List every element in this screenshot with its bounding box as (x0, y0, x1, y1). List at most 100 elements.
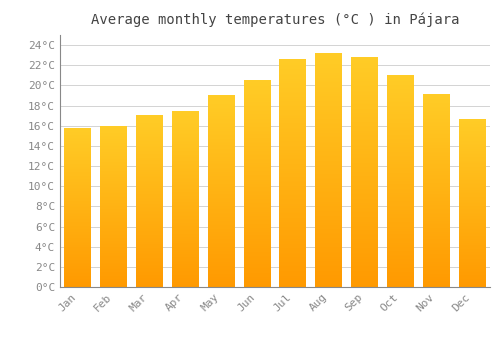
Bar (64, 244, 92, 245)
Bar (100, 183, 127, 184)
Bar (387, 175, 414, 176)
Bar (172, 161, 199, 162)
Bar (458, 203, 485, 204)
Bar (136, 205, 163, 206)
Bar (280, 135, 306, 137)
Bar (387, 277, 414, 279)
Bar (136, 282, 163, 283)
Bar (100, 271, 127, 272)
Bar (351, 197, 378, 198)
Bar (316, 166, 342, 168)
Bar (244, 217, 270, 218)
Bar (351, 114, 378, 116)
Bar (423, 271, 450, 272)
Bar (100, 246, 127, 247)
Bar (64, 268, 92, 270)
Bar (423, 120, 450, 121)
Bar (280, 75, 306, 76)
Bar (244, 207, 270, 209)
Bar (316, 67, 342, 68)
Bar (387, 249, 414, 250)
Bar (172, 175, 199, 176)
Bar (280, 256, 306, 257)
Bar (423, 244, 450, 245)
Bar (280, 133, 306, 134)
Bar (280, 281, 306, 282)
Bar (100, 139, 127, 140)
Bar (280, 62, 306, 64)
Bar (351, 206, 378, 208)
Bar (351, 69, 378, 70)
Bar (316, 156, 342, 157)
Bar (458, 119, 485, 120)
Bar (387, 190, 414, 192)
Bar (280, 78, 306, 80)
Bar (136, 269, 163, 270)
Bar (136, 158, 163, 159)
Bar (244, 160, 270, 161)
Bar (351, 270, 378, 271)
Bar (351, 175, 378, 177)
Bar (351, 217, 378, 218)
Bar (316, 81, 342, 82)
Bar (64, 144, 92, 145)
Bar (244, 203, 270, 204)
Bar (244, 187, 270, 188)
Bar (244, 222, 270, 223)
Bar (316, 120, 342, 121)
Bar (244, 204, 270, 205)
Bar (280, 261, 306, 262)
Bar (458, 265, 485, 266)
Bar (64, 231, 92, 232)
Bar (458, 137, 485, 138)
Bar (136, 179, 163, 180)
Bar (387, 205, 414, 206)
Bar (208, 197, 234, 198)
Bar (351, 218, 378, 219)
Bar (280, 206, 306, 207)
Bar (244, 268, 270, 270)
Bar (387, 112, 414, 113)
Bar (244, 195, 270, 196)
Bar (387, 199, 414, 200)
Bar (423, 158, 450, 159)
Bar (172, 141, 199, 142)
Bar (136, 197, 163, 198)
Bar (423, 202, 450, 203)
Bar (136, 247, 163, 248)
Bar (208, 111, 234, 112)
Bar (172, 173, 199, 174)
Bar (64, 129, 92, 130)
Bar (458, 228, 485, 229)
Bar (100, 247, 127, 248)
Bar (244, 273, 270, 275)
Bar (423, 278, 450, 279)
Bar (387, 177, 414, 178)
Bar (458, 277, 485, 278)
Bar (351, 142, 378, 144)
Bar (100, 197, 127, 198)
Bar (172, 265, 199, 266)
Bar (208, 183, 234, 184)
Bar (351, 244, 378, 246)
Bar (280, 74, 306, 75)
Bar (172, 122, 199, 123)
Bar (208, 104, 234, 105)
Bar (280, 182, 306, 183)
Bar (100, 190, 127, 191)
Bar (172, 195, 199, 196)
Bar (208, 285, 234, 286)
Bar (387, 168, 414, 169)
Bar (316, 97, 342, 99)
Bar (351, 77, 378, 78)
Bar (351, 71, 378, 72)
Bar (351, 164, 378, 165)
Bar (280, 69, 306, 71)
Bar (172, 250, 199, 251)
Bar (100, 151, 127, 152)
Bar (280, 124, 306, 125)
Bar (351, 233, 378, 234)
Bar (458, 205, 485, 206)
Bar (316, 267, 342, 268)
Bar (64, 222, 92, 223)
